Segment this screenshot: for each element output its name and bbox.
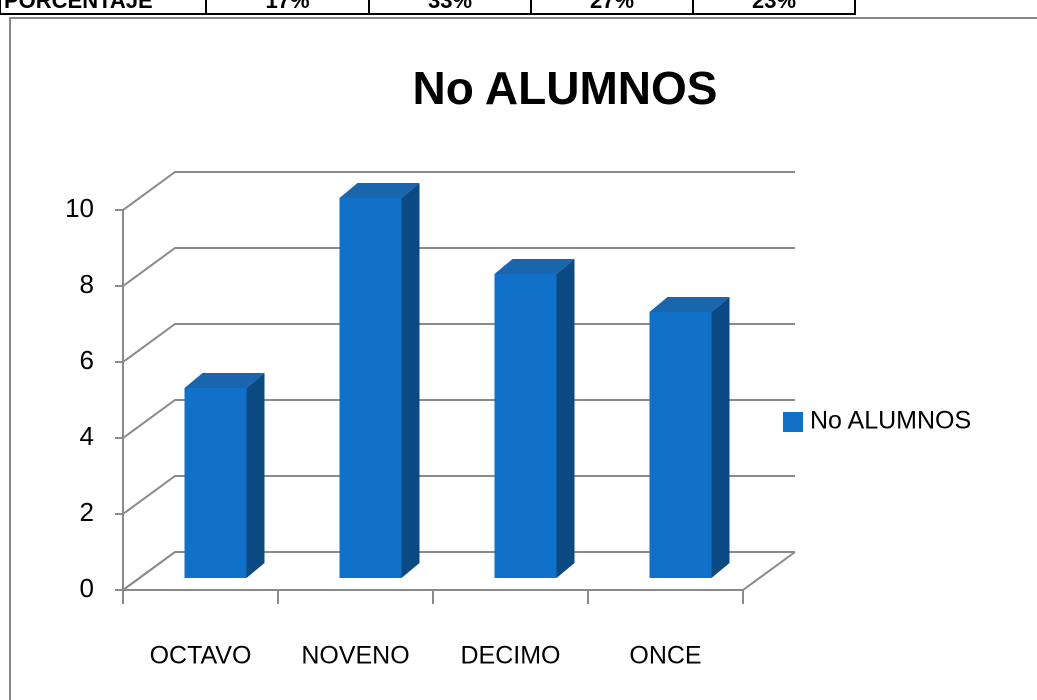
x-tick-label: NOVENO (301, 642, 409, 670)
bar-side (401, 183, 420, 578)
table-cell-text: 17% (265, 0, 309, 13)
legend-swatch (783, 412, 803, 432)
x-tick-label: DECIMO (461, 642, 561, 670)
legend-label: No ALUMNOS (810, 407, 971, 435)
bar-top (649, 297, 730, 312)
bar-side (246, 373, 265, 578)
bar (339, 198, 402, 578)
x-tick-label: OCTAVO (150, 642, 252, 670)
bar-top (339, 183, 420, 198)
grid-line (122, 475, 795, 515)
bar-top (494, 259, 575, 274)
table-cell-text: 27% (590, 0, 634, 13)
bar-side (711, 297, 730, 578)
y-tick-label: 10 (65, 193, 94, 223)
table-cell (692, 0, 856, 15)
grid-line (122, 323, 795, 363)
chart-title: No ALUMNOS (413, 62, 718, 114)
grid-line (122, 247, 795, 287)
table-cell-text: 23% (752, 0, 796, 13)
grid-line (122, 399, 795, 439)
bar-side (556, 259, 575, 578)
grid-line (122, 551, 795, 591)
y-tick-label: 8 (80, 269, 94, 299)
y-tick-label: 6 (80, 345, 94, 375)
x-tick-label: ONCE (629, 642, 701, 670)
table-cell-text: 33% (428, 0, 472, 13)
y-tick-label: 2 (80, 497, 94, 527)
y-tick-label: 4 (80, 421, 94, 451)
bar-top (184, 373, 265, 388)
bar (649, 312, 712, 578)
y-tick-label: 0 (80, 573, 94, 603)
bar (494, 274, 557, 578)
bar (184, 388, 247, 578)
grid-line (122, 171, 795, 211)
table-cell-text: PORCENTAJE (4, 0, 153, 13)
